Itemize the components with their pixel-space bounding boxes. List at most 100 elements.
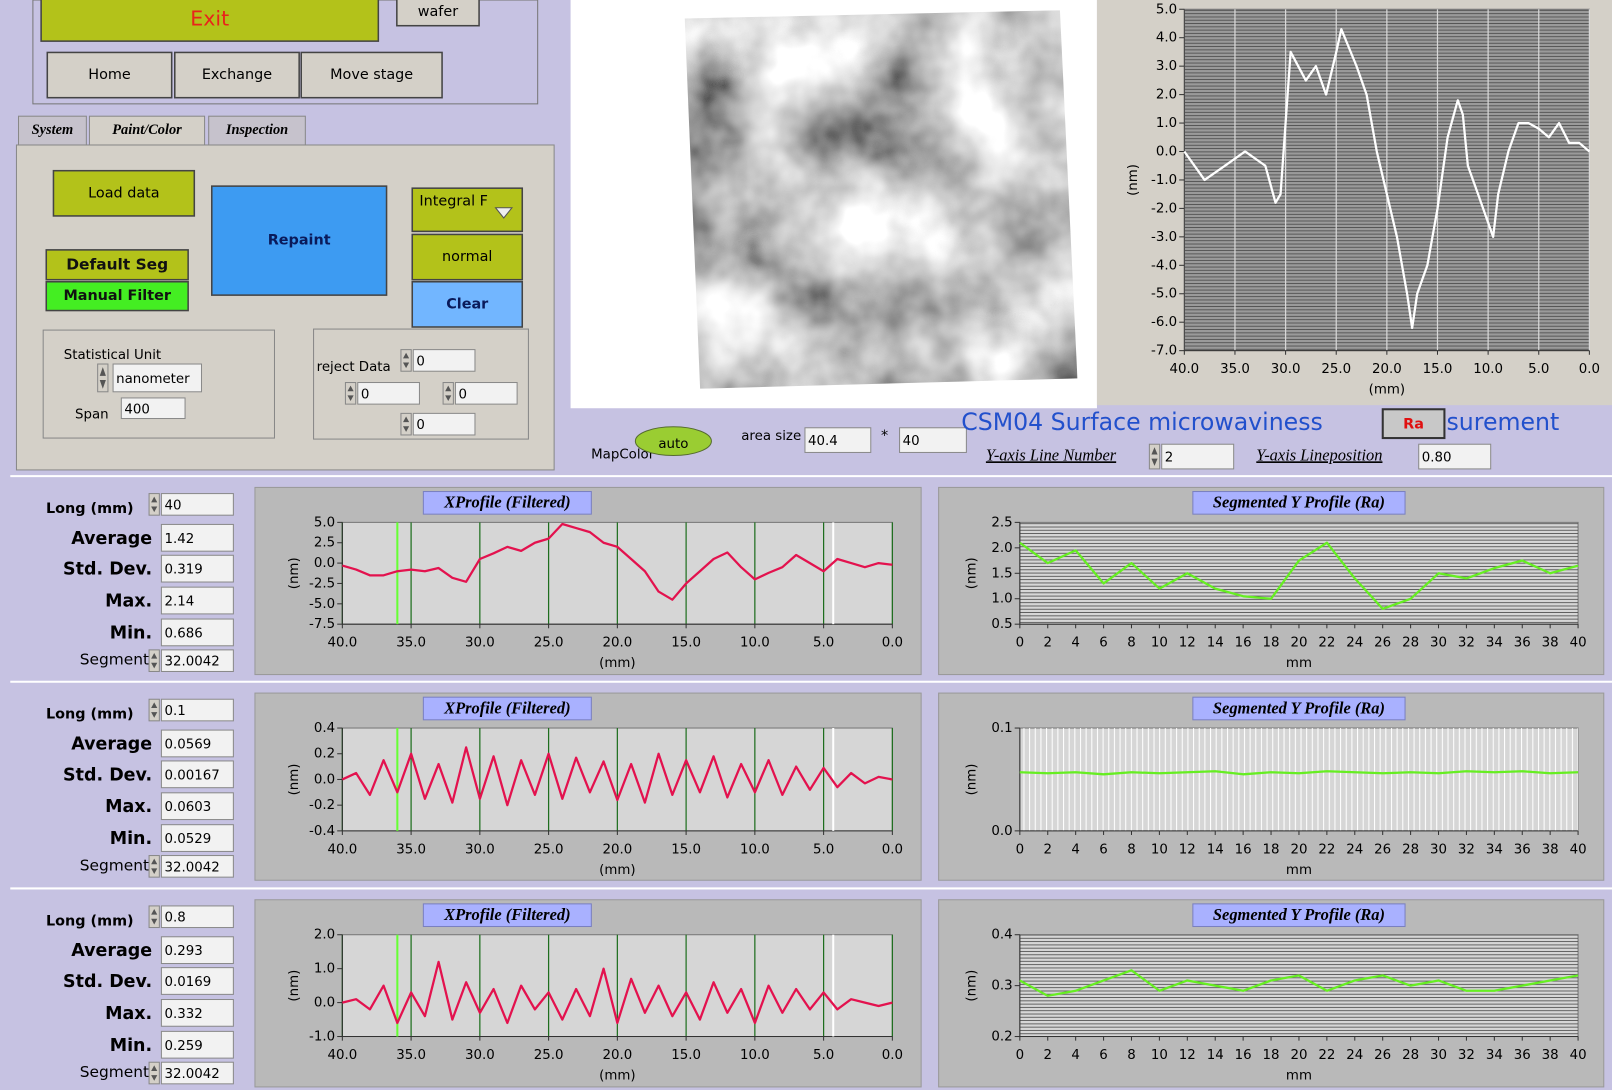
y-tick-label: 2.5 — [314, 536, 335, 551]
x-tick-label: 22 — [1318, 636, 1335, 651]
y-tick-label: 0.0 — [1156, 145, 1177, 160]
exit-button-label[interactable]: Exit — [190, 7, 229, 31]
x-tick-label: 4 — [1071, 842, 1079, 857]
times-sign: * — [881, 428, 888, 444]
stat-field-value[interactable]: 2.14 — [164, 595, 194, 610]
x-tick-label: 25.0 — [534, 636, 564, 651]
area-x-field-value[interactable]: 40.4 — [808, 434, 838, 449]
stat-field-value[interactable]: 0.1 — [164, 704, 185, 719]
stat-field-value[interactable]: 0.332 — [164, 1007, 202, 1022]
x-tick-label: 40 — [1570, 636, 1587, 651]
x-tick-label: 28 — [1402, 1048, 1419, 1063]
chart-title: Segmented Y Profile (Ra) — [1213, 698, 1385, 717]
tab-label[interactable]: Paint/Color — [112, 122, 182, 138]
x-tick-label: 35.0 — [396, 842, 426, 857]
wafer-button-label[interactable]: wafer — [418, 4, 458, 20]
stat-label: Min. — [110, 1036, 152, 1056]
x-tick-label: 40 — [1570, 1048, 1587, 1063]
repaint-button-label[interactable]: Repaint — [268, 233, 331, 249]
reject-field-value[interactable]: 0 — [416, 418, 424, 433]
stat-field-value[interactable]: 0.0603 — [164, 800, 211, 815]
stat-field-value[interactable]: 0.0569 — [164, 737, 211, 752]
x-tick-label: 28 — [1402, 636, 1419, 651]
x-tick-label: 14 — [1207, 1048, 1224, 1063]
stat-field-value[interactable]: 0.0529 — [164, 832, 211, 847]
default-seg-button-label[interactable]: Default Seg — [66, 255, 168, 273]
x-tick-label: 6 — [1099, 1048, 1107, 1063]
line-number-field-value[interactable]: 2 — [1165, 451, 1173, 466]
move-stage-button-label[interactable]: Move stage — [330, 67, 413, 83]
x-tick-label: 8 — [1127, 636, 1135, 651]
y-tick-label: -2.5 — [309, 576, 335, 591]
reject-field-value[interactable]: 0 — [459, 387, 467, 402]
x-tick-label: 36 — [1514, 636, 1531, 651]
y-tick-label: 0.3 — [991, 979, 1012, 994]
x-tick-label: 15.0 — [671, 842, 701, 857]
x-tick-label: 8 — [1127, 1048, 1135, 1063]
tab-label[interactable]: System — [32, 122, 74, 138]
y-tick-label: -2.0 — [1151, 201, 1177, 216]
x-tick-label: 24 — [1346, 842, 1363, 857]
chart-title: Segmented Y Profile (Ra) — [1213, 493, 1385, 512]
stat-field-value[interactable]: 32.0042 — [164, 655, 219, 670]
y-axis-label: (nm) — [965, 763, 980, 795]
normal-button-label[interactable]: normal — [442, 249, 492, 265]
home-button-label[interactable]: Home — [88, 67, 131, 83]
integral-dropdown-label[interactable]: Integral F — [419, 194, 488, 210]
x-tick-label: 10 — [1151, 636, 1168, 651]
x-tick-label: 20.0 — [602, 842, 632, 857]
x-tick-label: 34 — [1486, 1048, 1503, 1063]
stat-label: Long (mm) — [46, 707, 134, 723]
area-y-field-value[interactable]: 40 — [903, 434, 920, 449]
x-tick-label: 30.0 — [465, 842, 495, 857]
map-color-value[interactable]: auto — [658, 437, 688, 452]
x-tick-label: 35.0 — [396, 1048, 426, 1063]
x-tick-label: 38 — [1542, 842, 1559, 857]
y-tick-label: 2.0 — [1156, 88, 1177, 103]
x-tick-label: 0 — [1016, 842, 1024, 857]
span-label: Span — [75, 407, 109, 422]
y-axis-label: (nm) — [1126, 164, 1141, 196]
x-tick-label: 16 — [1235, 842, 1252, 857]
stat-field-value[interactable]: 32.0042 — [164, 1067, 219, 1082]
stat-field-value[interactable]: 0.319 — [164, 563, 202, 578]
reject-field-value[interactable]: 0 — [361, 387, 369, 402]
tab-label[interactable]: Inspection — [225, 122, 288, 138]
y-tick-label: 0.2 — [991, 1030, 1012, 1045]
y-tick-label: -1.0 — [1151, 173, 1177, 188]
stat-field-value[interactable]: 40 — [164, 498, 181, 513]
reject-field-value[interactable]: 0 — [416, 354, 424, 369]
stat-field-value[interactable]: 0.00167 — [164, 768, 219, 783]
x-tick-label: 26 — [1374, 636, 1391, 651]
x-tick-label: 25.0 — [534, 1048, 564, 1063]
y-tick-label: 2.0 — [991, 541, 1012, 556]
x-tick-label: 6 — [1099, 636, 1107, 651]
x-tick-label: 35.0 — [396, 636, 426, 651]
x-axis-label: mm — [1286, 656, 1312, 671]
x-tick-label: 10.0 — [740, 842, 770, 857]
x-tick-label: 20.0 — [602, 636, 632, 651]
stat-field-value[interactable]: 0.686 — [164, 626, 202, 641]
stat-label: Segment — [80, 1063, 149, 1081]
y-axis-label: (nm) — [287, 557, 302, 589]
clear-button-label[interactable]: Clear — [446, 296, 489, 312]
y-tick-label: 1.5 — [991, 566, 1012, 581]
unit-field-value[interactable]: nanometer — [116, 372, 190, 387]
stat-field-value[interactable]: 32.0042 — [164, 860, 219, 875]
exchange-button-label[interactable]: Exchange — [202, 67, 272, 83]
stat-field-value[interactable]: 0.0169 — [164, 975, 211, 990]
stat-field-value[interactable]: 0.293 — [164, 944, 202, 959]
x-tick-label: 32 — [1458, 1048, 1475, 1063]
line-position-field-value[interactable]: 0.80 — [1422, 451, 1452, 466]
span-field-value[interactable]: 400 — [124, 402, 149, 417]
load-data-button-label[interactable]: Load data — [88, 185, 159, 201]
stat-field-value[interactable]: 1.42 — [164, 532, 194, 547]
x-tick-label: 25.0 — [1321, 362, 1351, 377]
x-tick-label: 0.0 — [882, 1048, 903, 1063]
stat-field-value[interactable]: 0.259 — [164, 1039, 202, 1054]
manual-filter-button-label[interactable]: Manual Filter — [63, 288, 171, 304]
x-tick-label: 20.0 — [602, 1048, 632, 1063]
x-tick-label: 14 — [1207, 636, 1224, 651]
x-tick-label: 38 — [1542, 1048, 1559, 1063]
stat-field-value[interactable]: 0.8 — [164, 911, 185, 926]
